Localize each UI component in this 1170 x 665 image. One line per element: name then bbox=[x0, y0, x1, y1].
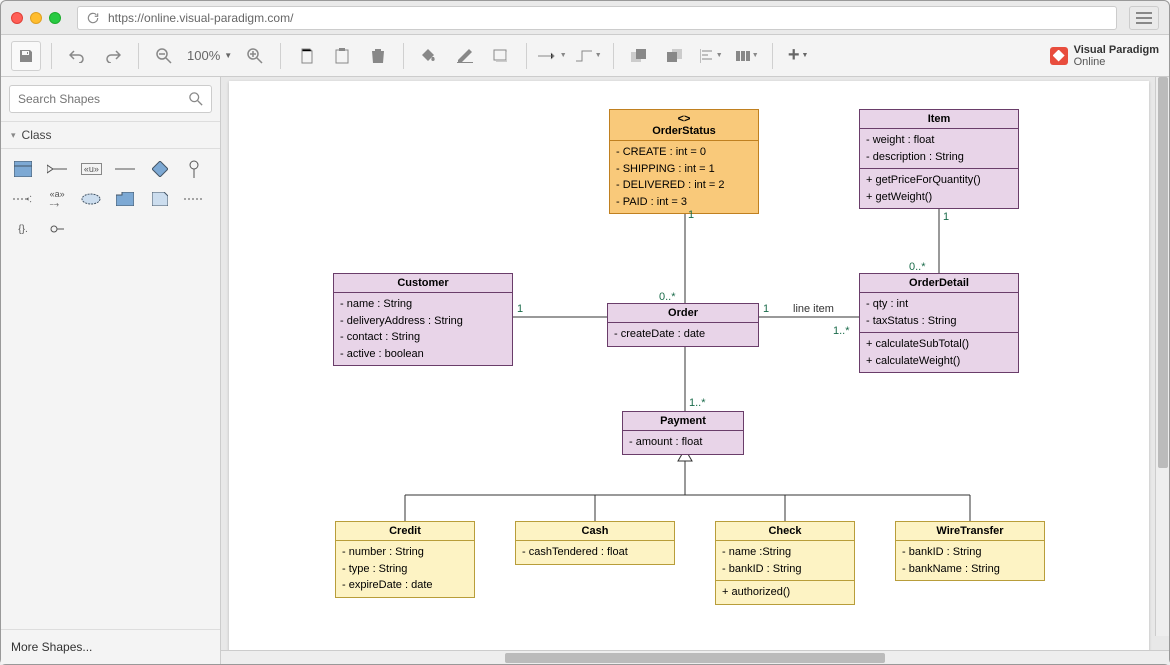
multiplicity-label: 0..* bbox=[659, 291, 676, 303]
menu-button[interactable] bbox=[1129, 6, 1159, 30]
window-controls bbox=[11, 12, 61, 24]
align-icon bbox=[700, 49, 714, 63]
search-shapes[interactable] bbox=[9, 85, 212, 113]
paste-icon bbox=[335, 48, 349, 64]
shape-anchor[interactable] bbox=[182, 189, 206, 209]
more-shapes-button[interactable]: More Shapes... bbox=[1, 629, 220, 664]
canvas-area: <>OrderStatus- CREATE : int = 0- SHIPPIN… bbox=[221, 77, 1169, 664]
class-orderstatus[interactable]: <>OrderStatus- CREATE : int = 0- SHIPPIN… bbox=[609, 109, 759, 214]
front-icon bbox=[631, 49, 647, 63]
rect-icon bbox=[493, 49, 509, 63]
toolbar: 100% ▼ ▼ ▼ ▼ ▼ +▼ Visual ParadigmOnline bbox=[1, 35, 1169, 77]
diagram-canvas[interactable]: <>OrderStatus- CREATE : int = 0- SHIPPIN… bbox=[229, 81, 1149, 650]
shape-interface[interactable] bbox=[182, 159, 206, 179]
class-orderdetail[interactable]: OrderDetail- qty : int- taxStatus : Stri… bbox=[859, 273, 1019, 373]
shapes-palette: «u» «a»⤍ {}. bbox=[1, 149, 220, 249]
class-item[interactable]: Item- weight : float- description : Stri… bbox=[859, 109, 1019, 209]
redo-button[interactable] bbox=[98, 41, 128, 71]
multiplicity-label: 1 bbox=[517, 303, 523, 315]
route-icon bbox=[575, 49, 593, 63]
class-check[interactable]: Check- name :String- bankID : String+ au… bbox=[715, 521, 855, 605]
save-button[interactable] bbox=[11, 41, 41, 71]
panel-class-header[interactable]: Class bbox=[1, 122, 220, 149]
main-body: Class «u» «a»⤍ {}. More Shapes... bbox=[1, 77, 1169, 664]
association-label: line item bbox=[793, 303, 834, 315]
redo-icon bbox=[105, 49, 121, 63]
back-button[interactable] bbox=[660, 41, 690, 71]
zoom-in-icon bbox=[247, 48, 263, 64]
zoom-level[interactable]: 100% ▼ bbox=[183, 48, 236, 63]
multiplicity-label: 1 bbox=[943, 211, 949, 223]
shape-note[interactable] bbox=[148, 189, 172, 209]
back-icon bbox=[667, 49, 683, 63]
front-button[interactable] bbox=[624, 41, 654, 71]
shape-collab[interactable] bbox=[79, 189, 103, 209]
zoom-in-button[interactable] bbox=[240, 41, 270, 71]
search-icon bbox=[189, 92, 203, 106]
canvas-scroll[interactable]: <>OrderStatus- CREATE : int = 0- SHIPPIN… bbox=[221, 77, 1169, 650]
shape-assoc[interactable] bbox=[113, 159, 137, 179]
waypoint-button[interactable]: ▼ bbox=[573, 41, 603, 71]
class-cash[interactable]: Cash- cashTendered : float bbox=[515, 521, 675, 565]
multiplicity-label: 1..* bbox=[689, 397, 706, 409]
shape-abstr[interactable]: «a»⤍ bbox=[45, 189, 69, 209]
shape-diamond[interactable] bbox=[148, 159, 172, 179]
titlebar: https://online.visual-paradigm.com/ bbox=[1, 1, 1169, 35]
horizontal-scrollbar[interactable] bbox=[221, 650, 1169, 664]
zoom-out-button[interactable] bbox=[149, 41, 179, 71]
shadow-button[interactable] bbox=[486, 41, 516, 71]
app-window: https://online.visual-paradigm.com/ 100%… bbox=[0, 0, 1170, 665]
shape-class[interactable] bbox=[11, 159, 35, 179]
brand-logo: Visual ParadigmOnline bbox=[1050, 44, 1159, 68]
url-text: https://online.visual-paradigm.com/ bbox=[108, 11, 293, 25]
brand-icon bbox=[1050, 47, 1068, 65]
url-bar[interactable]: https://online.visual-paradigm.com/ bbox=[77, 6, 1117, 30]
hamburger-icon bbox=[1136, 12, 1152, 24]
arrow-icon bbox=[538, 51, 558, 61]
delete-button[interactable] bbox=[363, 41, 393, 71]
shape-constraint[interactable]: {}. bbox=[11, 219, 35, 239]
multiplicity-label: 1 bbox=[763, 303, 769, 315]
multiplicity-label: 1..* bbox=[833, 325, 850, 337]
distribute-button[interactable]: ▼ bbox=[732, 41, 762, 71]
refresh-icon[interactable] bbox=[86, 11, 100, 25]
close-icon[interactable] bbox=[11, 12, 23, 24]
copy-button[interactable] bbox=[291, 41, 321, 71]
trash-icon bbox=[371, 48, 385, 64]
fill-button[interactable] bbox=[414, 41, 444, 71]
zoom-out-icon bbox=[156, 48, 172, 64]
shape-usage[interactable]: «u» bbox=[79, 159, 103, 179]
sidebar: Class «u» «a»⤍ {}. More Shapes... bbox=[1, 77, 221, 664]
class-payment[interactable]: Payment- amount : float bbox=[622, 411, 744, 455]
copy-icon bbox=[299, 48, 313, 64]
multiplicity-label: 0..* bbox=[909, 261, 926, 273]
undo-button[interactable] bbox=[62, 41, 92, 71]
save-icon bbox=[18, 48, 34, 64]
distribute-icon bbox=[736, 49, 750, 63]
conn-style-button[interactable]: ▼ bbox=[537, 41, 567, 71]
class-order[interactable]: Order- createDate : date bbox=[607, 303, 759, 347]
shape-generalization[interactable] bbox=[45, 159, 69, 179]
add-button[interactable]: +▼ bbox=[783, 41, 813, 71]
shape-lollipop[interactable] bbox=[45, 219, 69, 239]
class-wiretransfer[interactable]: WireTransfer- bankID : String- bankName … bbox=[895, 521, 1045, 581]
stroke-button[interactable] bbox=[450, 41, 480, 71]
pencil-icon bbox=[457, 49, 473, 63]
shape-dep[interactable] bbox=[11, 189, 35, 209]
search-input[interactable] bbox=[18, 92, 189, 106]
undo-icon bbox=[69, 49, 85, 63]
class-customer[interactable]: Customer- name : String- deliveryAddress… bbox=[333, 273, 513, 366]
class-credit[interactable]: Credit- number : String- type : String- … bbox=[335, 521, 475, 598]
bucket-icon bbox=[421, 49, 437, 63]
paste-button[interactable] bbox=[327, 41, 357, 71]
maximize-icon[interactable] bbox=[49, 12, 61, 24]
shape-package[interactable] bbox=[113, 189, 137, 209]
vertical-scrollbar[interactable] bbox=[1155, 77, 1169, 636]
minimize-icon[interactable] bbox=[30, 12, 42, 24]
multiplicity-label: 1 bbox=[688, 209, 694, 221]
align-button[interactable]: ▼ bbox=[696, 41, 726, 71]
